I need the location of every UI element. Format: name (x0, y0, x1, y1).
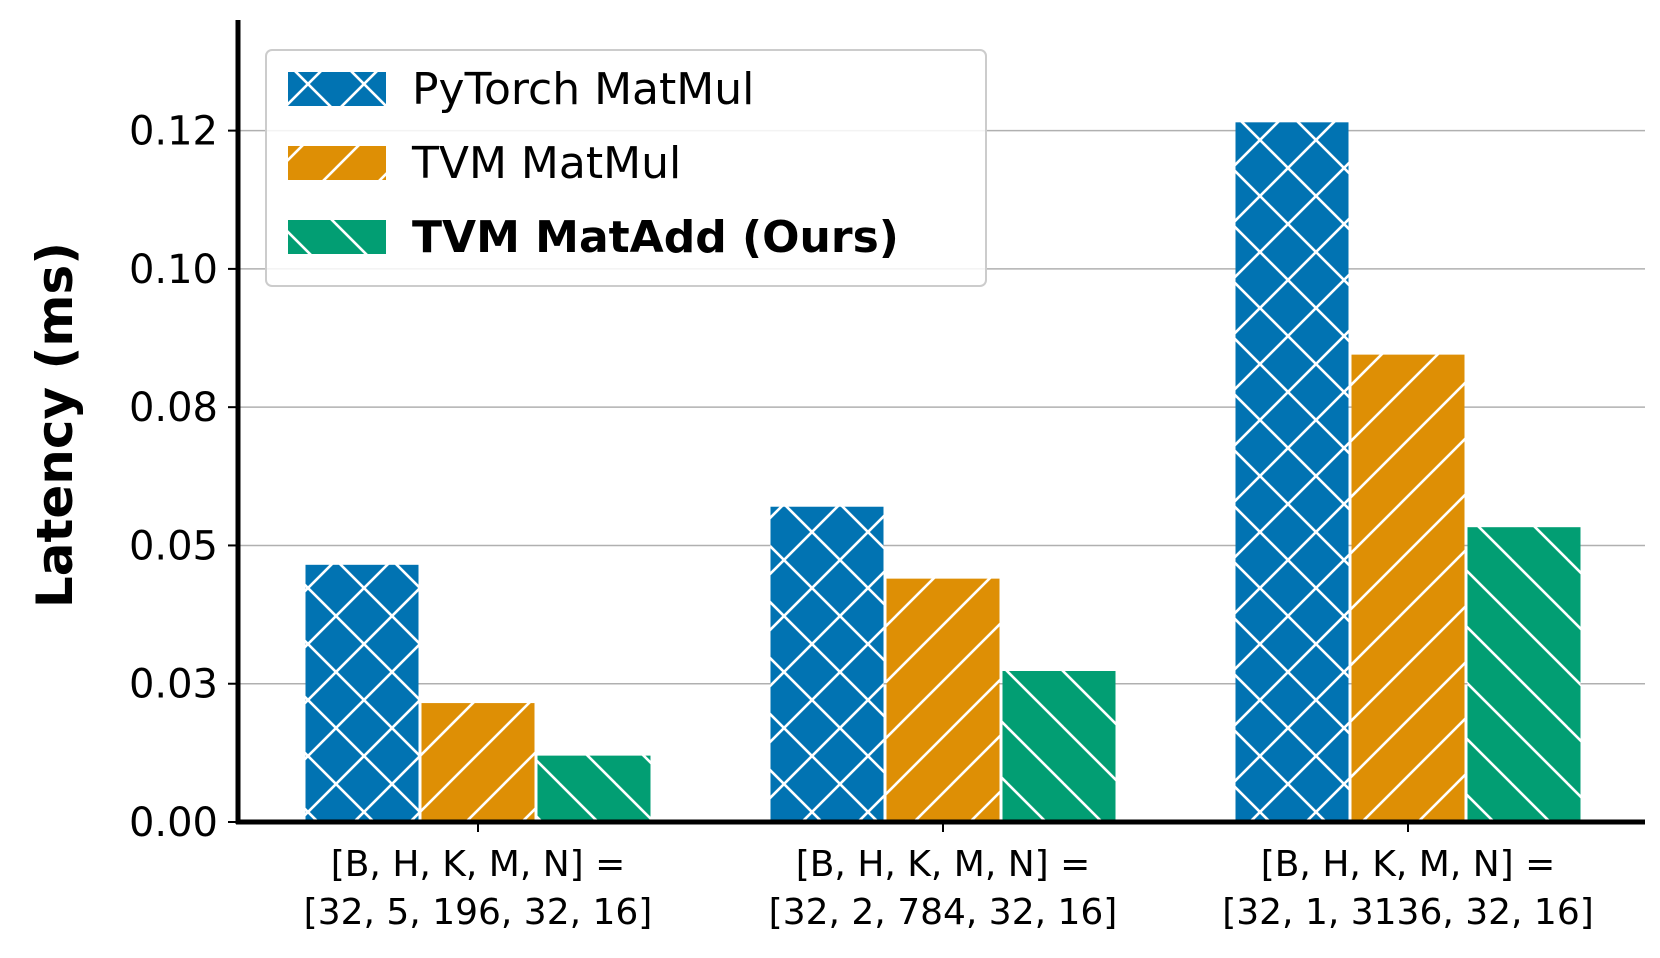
bar-pytorch-matmul-1 (305, 564, 419, 822)
x-tick-label: [32, 2, 784, 32, 16] (769, 892, 1118, 933)
y-axis-title: Latency (ms) (26, 242, 84, 608)
bar-tvm-matadd-ours-1 (537, 755, 651, 822)
bar-tvm-matadd-ours-2 (1002, 671, 1116, 822)
legend-frame (265, 49, 987, 287)
y-tick-label: 0.05 (129, 523, 218, 569)
x-tick-label: [32, 5, 196, 32, 16] (304, 892, 653, 933)
x-tick-label: [B, H, K, M, N] = (1261, 844, 1556, 885)
x-tick-label: [B, H, K, M, N] = (796, 844, 1091, 885)
y-tick-label: 0.10 (129, 247, 218, 293)
legend-swatch (288, 220, 386, 254)
bar-pytorch-matmul-3 (1235, 122, 1349, 822)
bar-tvm-matmul-2 (886, 578, 1000, 822)
bars (305, 122, 1581, 822)
y-tick-label: 0.08 (129, 385, 218, 431)
legend: PyTorch MatMul TVM MatMul TVM MatAdd (Ours… (265, 49, 987, 287)
axes (235, 20, 1645, 825)
legend-swatch (288, 72, 386, 106)
legend-swatch (288, 146, 386, 180)
y-tick-label: 0.03 (129, 662, 218, 708)
legend-label: PyTorch MatMul (412, 64, 754, 115)
y-tick-labels: 0.00 0.03 0.05 0.08 0.10 0.12 (129, 109, 238, 846)
bar-tvm-matadd-ours-3 (1467, 527, 1581, 822)
x-tick-labels: [B, H, K, M, N] = [32, 5, 196, 32, 16] [B,… (304, 822, 1594, 933)
bar-tvm-matmul-1 (421, 703, 535, 822)
bar-tvm-matmul-3 (1351, 354, 1465, 822)
y-tick-label: 0.00 (129, 800, 218, 846)
x-tick-label: [B, H, K, M, N] = (331, 844, 626, 885)
bar-pytorch-matmul-2 (770, 506, 884, 822)
legend-label: TVM MatAdd (Ours) (412, 212, 899, 263)
x-tick-label: [32, 1, 3136, 32, 16] (1222, 892, 1594, 933)
y-tick-label: 0.12 (129, 109, 218, 155)
legend-label: TVM MatMul (411, 138, 681, 189)
